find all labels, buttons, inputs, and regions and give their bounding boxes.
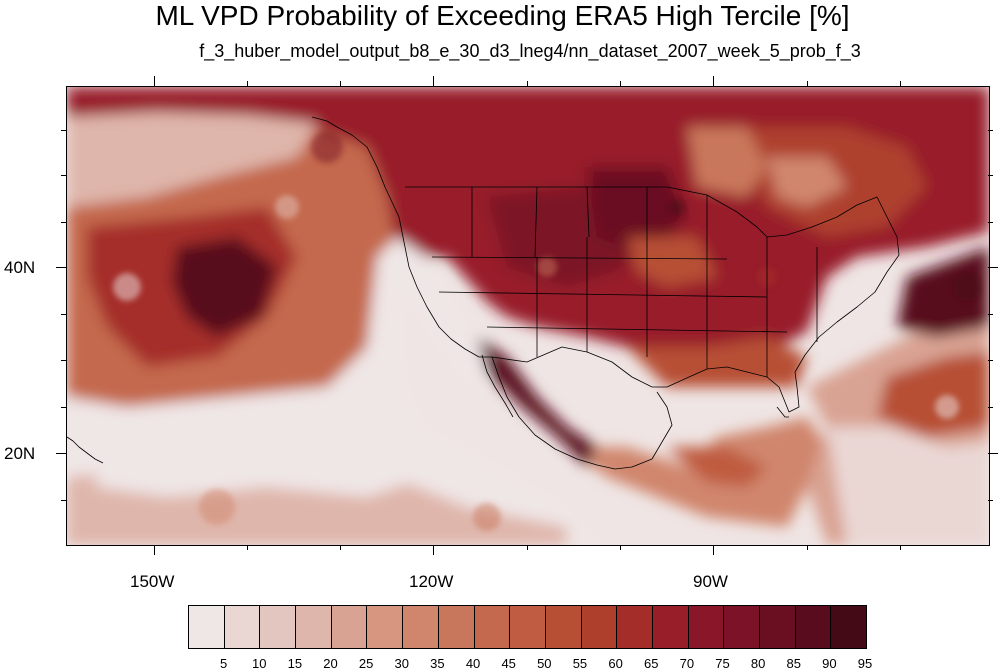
colorbar-tick-label: 50 <box>537 656 552 671</box>
colorbar-box <box>581 606 618 648</box>
minor-tick <box>527 81 528 86</box>
colorbar-box <box>474 606 511 648</box>
map-subtitle: f_3_huber_model_output_b8_e_30_d3_lneg4/… <box>199 41 861 61</box>
lon-label-90w: 90W <box>693 572 728 591</box>
map-panel <box>66 86 990 546</box>
tick-top-90w <box>713 76 714 86</box>
minor-tick <box>988 360 993 361</box>
colorbar-box <box>760 606 796 648</box>
great-lakes-border <box>736 196 900 256</box>
probability-map <box>67 87 989 545</box>
florida-tip <box>776 406 789 418</box>
minor-tick <box>527 545 528 550</box>
tick-top-150w <box>154 76 155 86</box>
tick-bottom-90w <box>713 545 714 555</box>
map-title: ML VPD Probability of Exceeding ERA5 Hig… <box>155 0 850 31</box>
colorbar-tick-label: 15 <box>287 656 303 671</box>
colorbar-tick-label: 90 <box>822 656 837 671</box>
tick-left-40n <box>56 267 66 268</box>
colorbar-box <box>831 606 867 648</box>
minor-tick <box>988 407 993 408</box>
minor-tick <box>61 175 66 176</box>
colorbar-box <box>545 606 582 648</box>
colorbar-tick-label: 25 <box>358 656 374 671</box>
tick-bottom-120w <box>433 545 434 555</box>
colorbar-tick-label: 20 <box>323 656 338 671</box>
lon-label-150w: 150W <box>130 572 175 591</box>
tick-right-20n <box>988 453 998 454</box>
minor-tick <box>900 81 901 86</box>
minor-tick <box>340 81 341 86</box>
lon-label-120w: 120W <box>409 572 454 591</box>
minor-tick <box>988 222 993 223</box>
field-texture <box>113 131 981 531</box>
colorbar-box <box>403 606 439 648</box>
minor-tick <box>988 130 993 131</box>
minor-tick <box>988 314 993 315</box>
minor-tick <box>900 545 901 550</box>
colorbar-box <box>617 606 653 648</box>
us-west-coast <box>404 246 492 358</box>
hawaii-islands <box>67 436 104 464</box>
colorbar-tick-label: 40 <box>465 656 481 671</box>
tick-top-120w <box>433 76 434 86</box>
minor-tick <box>61 130 66 131</box>
colorbar-box <box>189 606 225 648</box>
minor-tick <box>340 545 341 550</box>
minor-tick <box>61 500 66 501</box>
baja-peninsula <box>481 354 514 418</box>
minor-tick <box>988 175 993 176</box>
colorbar-box <box>260 606 297 648</box>
colorbar-box <box>724 606 760 648</box>
colorbar-tick-label: 65 <box>643 656 659 671</box>
colorbar-box <box>331 606 368 648</box>
state-lines-vertical <box>536 237 818 377</box>
minor-tick <box>61 222 66 223</box>
minor-tick <box>807 545 808 550</box>
mexico-coast <box>491 356 673 470</box>
minor-tick <box>620 81 621 86</box>
colorbar <box>188 605 867 649</box>
colorbar-tick-label: 95 <box>857 656 873 671</box>
colorbar-tick-label: 70 <box>679 656 695 671</box>
colorbar-tick-label: 85 <box>786 656 801 671</box>
land-boundaries <box>67 116 900 470</box>
minor-tick <box>61 407 66 408</box>
minor-tick <box>61 314 66 315</box>
colorbar-tick-label: 5 <box>220 656 228 671</box>
tick-bottom-150w <box>154 545 155 555</box>
colorbar-box <box>652 606 689 648</box>
colorbar-tick-label: 10 <box>252 656 267 671</box>
minor-tick <box>807 81 808 86</box>
minor-tick <box>988 500 993 501</box>
minor-tick <box>247 545 248 550</box>
colorbar-box <box>438 606 475 648</box>
colorbar-tick-label: 80 <box>750 656 766 671</box>
minor-tick <box>620 545 621 550</box>
colorbar-tick-label: 75 <box>715 656 730 671</box>
minor-tick <box>61 360 66 361</box>
colorbar-tick-label: 35 <box>430 656 445 671</box>
state-lines-north <box>471 186 708 267</box>
colorbar-box <box>224 606 261 648</box>
colorbar-box <box>367 606 404 648</box>
colorbar-box <box>795 606 832 648</box>
colorbar-tick-label: 45 <box>501 656 516 671</box>
colorbar-box <box>296 606 332 648</box>
canada-coastline <box>311 116 406 248</box>
colorbar-tick-label: 30 <box>394 656 410 671</box>
colorbar-box <box>688 606 725 648</box>
colorbar-tick-label: 60 <box>608 656 623 671</box>
lat-label-20n: 20N <box>4 444 36 463</box>
tick-right-40n <box>988 267 998 268</box>
lat-label-40n: 40N <box>4 258 36 277</box>
tick-left-20n <box>56 453 66 454</box>
colorbar-tick-label: 55 <box>572 656 588 671</box>
colorbar-box <box>510 606 546 648</box>
minor-tick <box>247 81 248 86</box>
probability-field <box>67 87 989 545</box>
